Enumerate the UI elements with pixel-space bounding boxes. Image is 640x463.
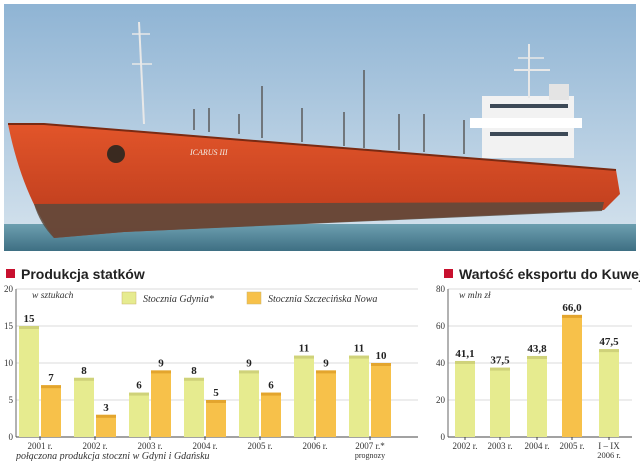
bar-cap (371, 363, 391, 366)
bar (490, 367, 510, 437)
y-tick-label: 20 (436, 395, 446, 405)
ship-illustration: ICARUS III (4, 4, 636, 251)
y-tick-label: 20 (4, 284, 14, 294)
x-tick-label: 2002 r. (82, 441, 107, 451)
data-label: 10 (376, 350, 388, 362)
bar (562, 314, 582, 437)
bar (19, 326, 39, 437)
bar (74, 377, 94, 437)
data-label: 37,5 (490, 355, 510, 367)
ship-photo: ICARUS III (4, 4, 636, 251)
bar (184, 377, 204, 437)
data-label: 47,5 (599, 336, 619, 348)
legend-label: Stocznia Szczecińska Nowa (268, 294, 377, 305)
bar-cap (151, 370, 171, 374)
data-label: 6 (268, 380, 274, 392)
data-label: 3 (103, 402, 109, 414)
unit-note: w mln zł (459, 291, 491, 301)
bar (96, 414, 116, 437)
data-label: 41,1 (455, 348, 474, 360)
red-square-icon (6, 269, 15, 278)
legend-swatch (121, 291, 137, 305)
x-tick-label: 2005 r. (247, 441, 272, 451)
bar (371, 363, 391, 437)
footnote: połączona produkcja stoczni w Gdyni i Gd… (15, 451, 210, 461)
bar-cap (184, 377, 204, 381)
ship-name: ICARUS III (189, 148, 228, 157)
bar (41, 385, 61, 437)
bar (239, 370, 259, 437)
export-chart-title: Wartość eksportu do Kuwejtu (444, 266, 640, 282)
production-chart-title: Produkcja statków (6, 266, 145, 282)
bar-cap (455, 360, 475, 364)
export-chart: 0 20 40 60 80 w mln zł 41,1 2002 r. 37,5 2003 r. 4… (436, 284, 632, 460)
bar-cap (96, 414, 116, 418)
data-label: 8 (191, 365, 197, 377)
bar (599, 349, 619, 437)
data-label: 66,0 (562, 302, 582, 314)
data-label: 9 (323, 357, 329, 369)
bar (151, 370, 171, 437)
bar-cap (562, 314, 582, 318)
x-tick-label: 2003 r. (487, 441, 512, 451)
bar-cap (261, 392, 281, 396)
y-tick-label: 10 (4, 358, 14, 368)
data-label: 43,8 (527, 343, 547, 355)
y-tick-label: 0 (441, 432, 446, 442)
bar (349, 355, 369, 437)
x-tick-label: 2001 r. (27, 441, 52, 451)
data-label: 8 (81, 365, 87, 377)
data-label: 9 (246, 357, 252, 369)
bar-cap (129, 392, 149, 396)
y-tick-label: 5 (9, 395, 14, 405)
x-tick-label: 2003 r. (137, 441, 162, 451)
x-tick-label: 2002 r. (452, 441, 477, 451)
y-tick-label: 0 (9, 432, 14, 442)
x-tick-sublabel: 2006 r. (597, 450, 621, 460)
y-tick-label: 15 (4, 321, 14, 331)
production-chart: 0 5 10 15 20 w sztukach Stocznia Gdynia* Stoczn… (4, 284, 418, 461)
data-label: 7 (48, 372, 54, 384)
legend-swatch (246, 291, 262, 305)
bar-cap (527, 355, 547, 359)
bar-cap (316, 370, 336, 374)
legend-label: Stocznia Gdynia* (143, 294, 214, 305)
bar-cap (74, 377, 94, 381)
bar (129, 392, 149, 437)
bar (206, 400, 226, 437)
bar-cap (490, 367, 510, 371)
y-tick-label: 80 (436, 284, 446, 294)
data-label: 11 (299, 343, 309, 355)
bar-cap (206, 400, 226, 403)
x-tick-label: I – IX (598, 441, 620, 451)
data-label: 15 (24, 313, 36, 325)
data-label: 9 (158, 357, 164, 369)
bar (527, 355, 547, 437)
bar (294, 355, 314, 437)
bar (455, 360, 475, 437)
bar-cap (19, 326, 39, 329)
unit-note: w sztukach (32, 291, 74, 301)
bar-cap (349, 355, 369, 359)
x-tick-label: 2005 r. (559, 441, 584, 451)
data-label: 11 (354, 343, 364, 355)
bar (261, 392, 281, 437)
data-label: 6 (136, 380, 142, 392)
x-tick-label: 2006 r. (302, 441, 327, 451)
bar-cap (599, 349, 619, 353)
x-tick-sublabel: prognozy (355, 451, 385, 460)
x-tick-label: 2007 r.* (355, 441, 385, 451)
data-label: 5 (213, 387, 219, 399)
y-tick-label: 60 (436, 321, 446, 331)
bar-cap (294, 355, 314, 359)
x-tick-label: 2004 r. (524, 441, 549, 451)
bar (316, 370, 336, 437)
x-tick-label: 2004 r. (192, 441, 217, 451)
bar-cap (41, 385, 61, 389)
bar-cap (239, 370, 259, 374)
y-tick-label: 40 (436, 358, 446, 368)
red-square-icon (444, 269, 453, 278)
